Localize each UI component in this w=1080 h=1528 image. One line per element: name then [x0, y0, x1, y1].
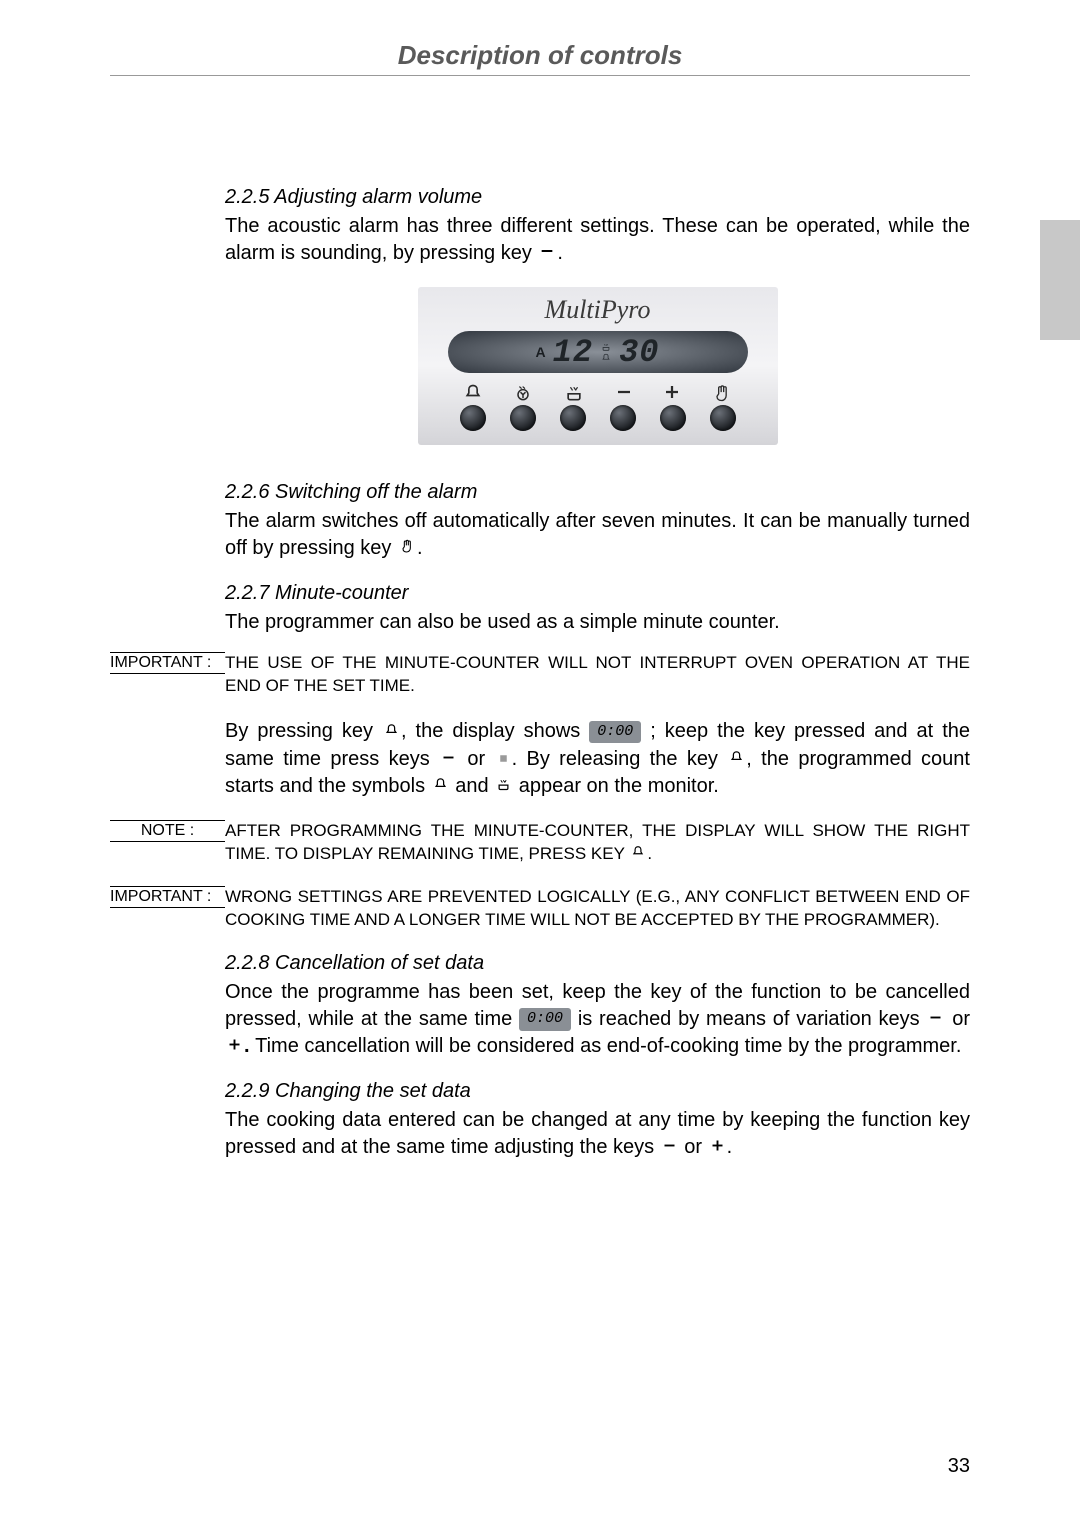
plus-icon: [227, 1033, 242, 1060]
hand-icon: [712, 383, 732, 403]
panel-button: [560, 405, 586, 431]
panel-display: A 12 30: [448, 331, 748, 373]
text-227-intro: The programmer can also be used as a sim…: [225, 609, 970, 636]
t: AFTER PROGRAMMING THE MINUTE-COUNTER, TH…: [225, 821, 970, 863]
bell-icon: [601, 353, 611, 363]
panel-button: [610, 405, 636, 431]
pot-steam-icon: [600, 342, 612, 352]
t: The cooking data entered can be changed …: [225, 1109, 970, 1158]
t: or: [458, 748, 494, 770]
text-228: Once the programme has been set, keep th…: [225, 979, 970, 1060]
minus-icon: [539, 240, 555, 267]
fan-flame-icon: [513, 383, 533, 403]
t: appear on the monitor.: [513, 775, 719, 797]
heading-226: 2.2.6 Switching off the alarm: [225, 481, 970, 504]
t: , the display shows: [401, 720, 589, 742]
t: .: [647, 844, 652, 863]
panel-button: [710, 405, 736, 431]
minus-icon: [662, 1134, 677, 1161]
important-label: IMPORTANT :: [110, 886, 225, 908]
t: Time cancellation will be considered as …: [255, 1035, 961, 1057]
text-225-b: .: [557, 242, 563, 264]
text-226: The alarm switches off automatically aft…: [225, 508, 970, 562]
display-mid-icons: [600, 342, 612, 363]
important-text-2: WRONG SETTINGS ARE PREVENTED LOGICALLY (…: [225, 886, 970, 932]
bell-icon: [729, 746, 744, 773]
panel-button-row: [448, 405, 748, 431]
note-label: NOTE :: [110, 820, 225, 842]
important-label: IMPORTANT :: [110, 652, 225, 674]
minus-icon: [928, 1006, 943, 1033]
t: . By releasing the key: [512, 748, 728, 770]
control-panel-illustration: MultiPyro A 12 30: [418, 287, 778, 445]
important-text-1: THE USE OF THE MINUTE-COUNTER WILL NOT I…: [225, 652, 970, 698]
pot-steam-icon: [496, 773, 511, 800]
text-229: The cooking data entered can be changed …: [225, 1107, 970, 1161]
minus-icon: [441, 746, 456, 773]
pot-steam-icon: [564, 383, 584, 403]
display-letter: A: [536, 344, 546, 360]
panel-icon-row: [448, 383, 748, 403]
plus-icon: [710, 1134, 725, 1161]
note-text: AFTER PROGRAMMING THE MINUTE-COUNTER, TH…: [225, 820, 970, 866]
panel-button: [510, 405, 536, 431]
page-title: Description of controls: [110, 40, 970, 76]
important-block-2: IMPORTANT : WRONG SETTINGS ARE PREVENTED…: [225, 886, 970, 932]
bell-icon: [631, 843, 645, 866]
text-227-main: By pressing key , the display shows 0:00…: [225, 718, 970, 800]
text-225: The acoustic alarm has three different s…: [225, 213, 970, 267]
minus-icon: [615, 383, 633, 401]
display-right-digits: 30: [619, 334, 659, 371]
bell-icon: [433, 773, 448, 800]
t: or: [945, 1008, 970, 1030]
page-number: 33: [948, 1455, 970, 1478]
heading-225: 2.2.5 Adjusting alarm volume: [225, 186, 970, 209]
hand-icon: [399, 535, 415, 562]
important-block-1: IMPORTANT : THE USE OF THE MINUTE-COUNTE…: [225, 652, 970, 698]
display-badge: 0:00: [589, 721, 641, 743]
text-226-a: The alarm switches off automatically aft…: [225, 510, 970, 559]
t: and: [450, 775, 494, 797]
display-badge: 0:00: [519, 1008, 571, 1030]
text-226-b: .: [417, 537, 423, 559]
text-225-a: The acoustic alarm has three different s…: [225, 215, 970, 264]
t: .: [244, 1035, 255, 1057]
panel-button: [460, 405, 486, 431]
t: By pressing key: [225, 720, 382, 742]
panel-button: [660, 405, 686, 431]
display-left-digits: 12: [553, 334, 593, 371]
square-icon: [497, 746, 510, 773]
t: is reached by means of variation keys: [571, 1008, 926, 1030]
plus-icon: [663, 383, 681, 401]
heading-228: 2.2.8 Cancellation of set data: [225, 952, 970, 975]
heading-229: 2.2.9 Changing the set data: [225, 1080, 970, 1103]
side-thumb-tab: [1040, 220, 1080, 340]
panel-brand: MultiPyro: [418, 295, 778, 325]
bell-icon: [384, 719, 399, 746]
t: .: [727, 1136, 733, 1158]
heading-227: 2.2.7 Minute-counter: [225, 582, 970, 605]
t: or: [679, 1136, 708, 1158]
bell-icon: [463, 383, 483, 403]
note-block: NOTE : AFTER PROGRAMMING THE MINUTE-COUN…: [225, 820, 970, 866]
